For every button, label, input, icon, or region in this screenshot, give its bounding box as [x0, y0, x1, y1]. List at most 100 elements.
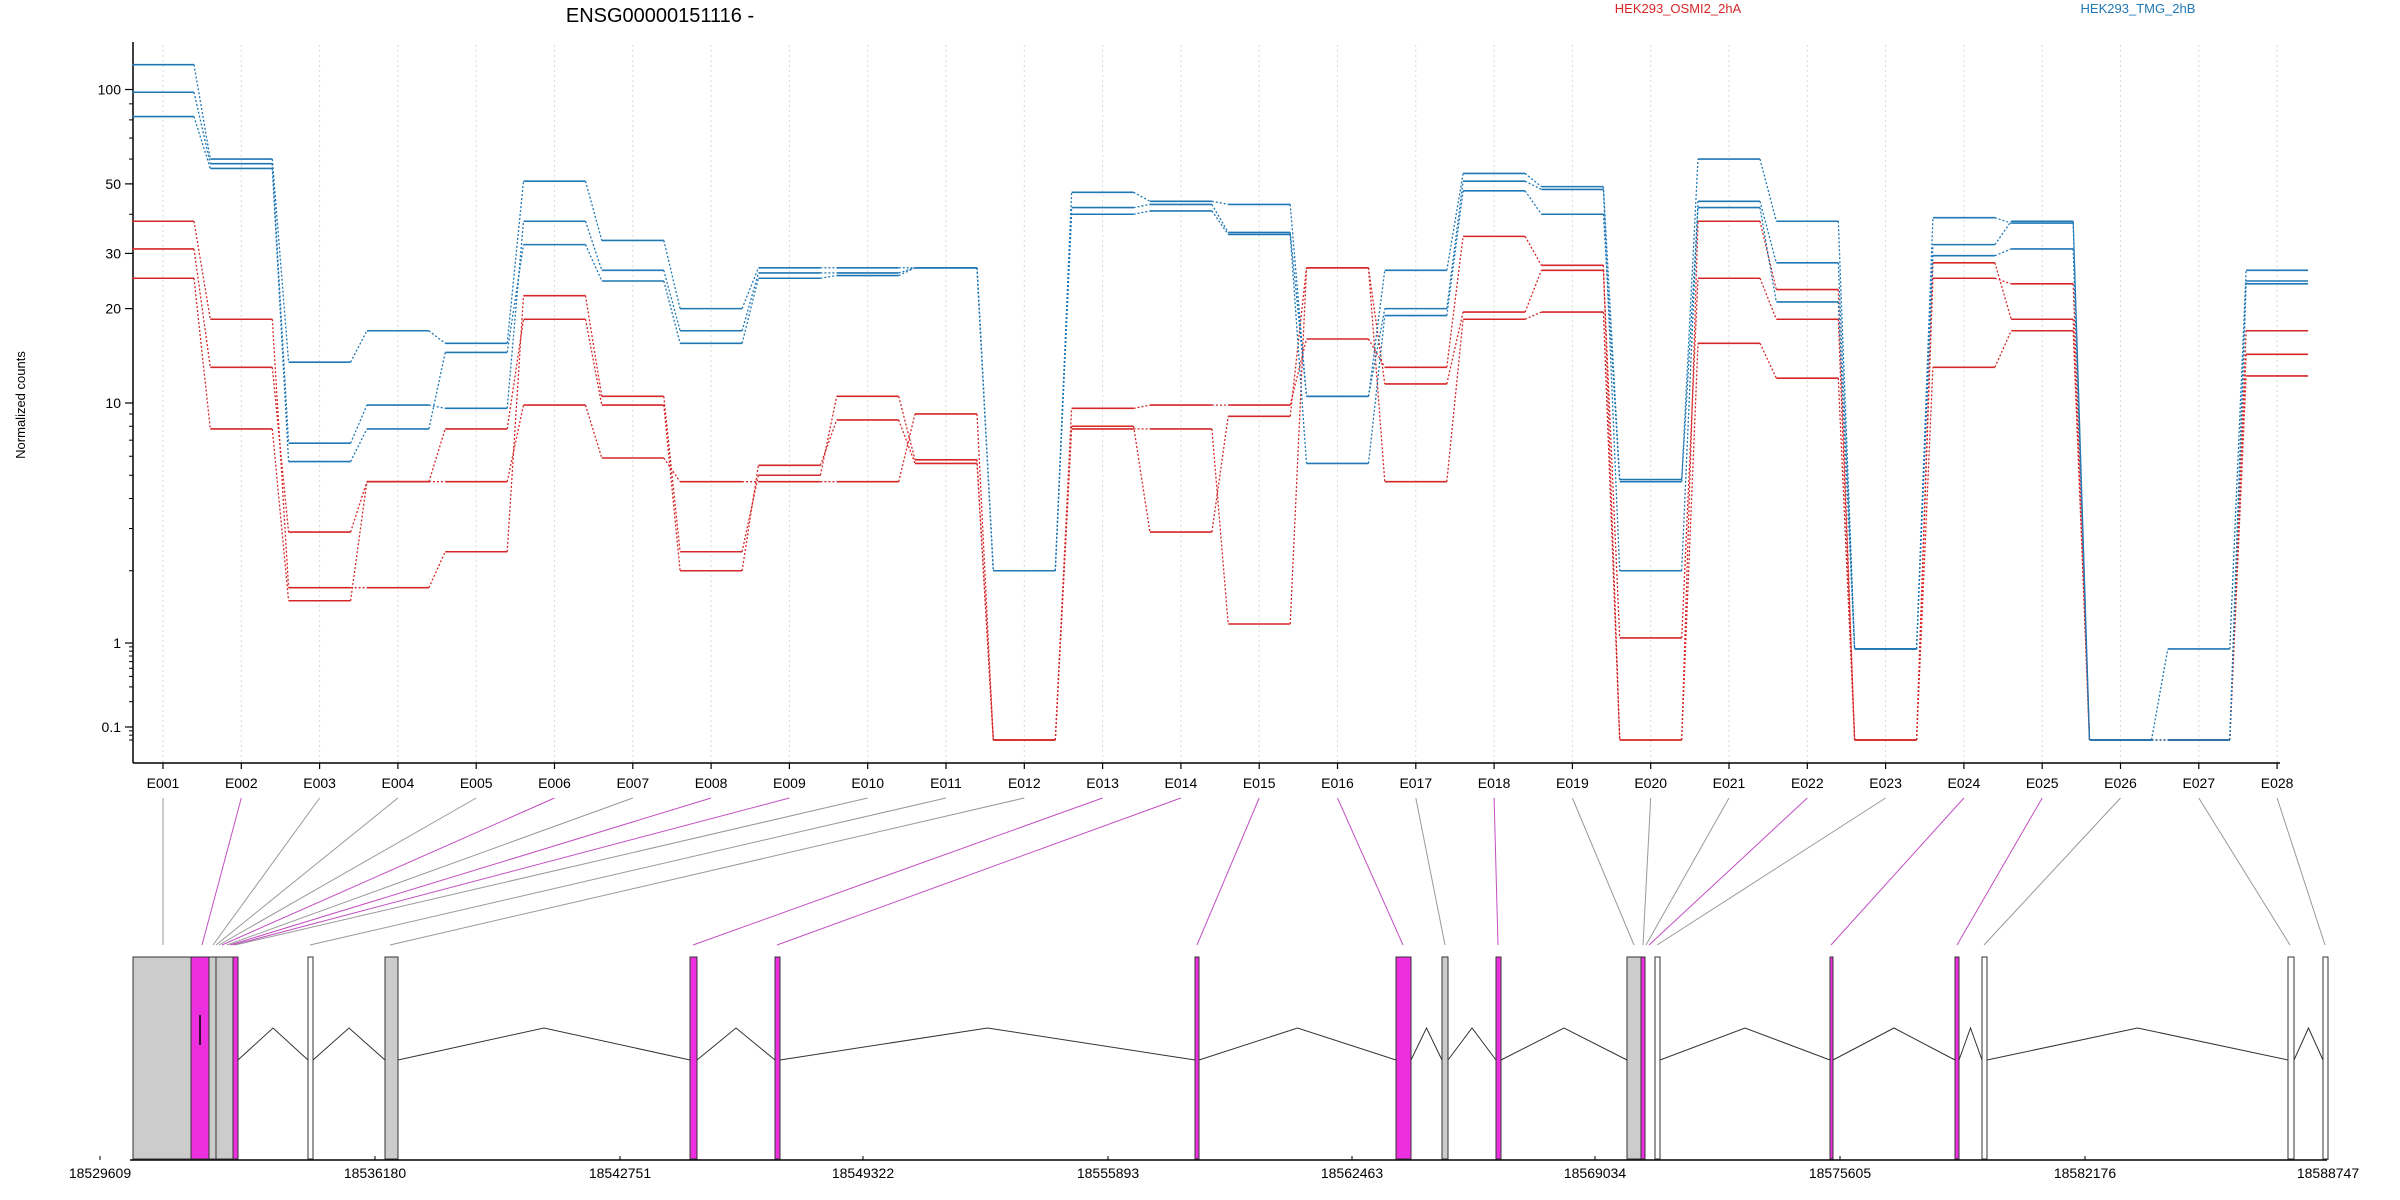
y-axis-label: Normalized counts: [13, 351, 28, 459]
series-connector: [1602, 214, 1621, 482]
genomic-tick-label: 18555893: [1077, 1165, 1140, 1181]
x-tick-label: E026: [2104, 775, 2137, 791]
series-connector: [1602, 312, 1621, 741]
axes: 0.1 1 10 20 30 50 100 E001 E002 E003 E004 E005 E006 E…: [98, 42, 2294, 791]
exon-connector: [1571, 797, 1635, 946]
series-connector: [193, 278, 211, 429]
series-connector: [1446, 311, 1464, 385]
series-connector: [976, 267, 994, 571]
x-tick-label: E023: [1869, 775, 1902, 791]
exon-box: [1495, 956, 1502, 1160]
series-connector: [428, 404, 446, 409]
series-connector: [741, 267, 760, 309]
series-connector: [193, 248, 211, 368]
series-connector: [1524, 180, 1542, 191]
series-connector: [1994, 262, 2012, 320]
exon-connector: [1830, 797, 1965, 946]
exon-box: [1441, 956, 1449, 1160]
exon-box: [215, 956, 234, 1160]
series-1: [132, 220, 2309, 741]
chart-title: ENSG00000151116 -: [566, 5, 754, 27]
x-tick-label: E002: [225, 775, 258, 791]
intron-line: [1500, 1027, 1628, 1061]
x-tick-label: E004: [382, 775, 415, 791]
y-tick-label: 20: [105, 301, 121, 317]
exon-box: [384, 956, 399, 1160]
series-connector: [1446, 181, 1464, 309]
series-connector: [1837, 289, 1856, 741]
series-connector: [193, 116, 211, 169]
series-connector: [1759, 278, 1777, 320]
exon-connector: [1656, 797, 1886, 946]
series-connector: [506, 404, 525, 482]
x-tick-label: E005: [460, 775, 493, 791]
x-tick-label: E009: [773, 775, 806, 791]
exon-box: [190, 956, 210, 1160]
series-connector: [741, 278, 760, 344]
series-connector: [1602, 270, 1621, 638]
series-connector: [1446, 236, 1464, 368]
series-connector: [1211, 210, 1229, 235]
exon-box: [1654, 956, 1661, 1160]
series-connector: [1446, 319, 1464, 482]
intron-line: [1198, 1027, 1397, 1061]
series-connector: [898, 267, 916, 274]
series-connector: [271, 319, 290, 588]
series-5: [132, 91, 2309, 741]
series-connector: [1681, 221, 1699, 741]
series-connector: [1602, 265, 1621, 741]
genomic-tick-label: 18536180: [344, 1165, 407, 1181]
x-tick-label: E024: [1948, 775, 1981, 791]
series-connector: [1367, 315, 1386, 464]
series-connector: [819, 419, 838, 466]
intron-line: [397, 1027, 691, 1061]
series-connector: [1681, 207, 1699, 482]
exon-box: [208, 956, 217, 1160]
series-connector: [1289, 338, 1308, 406]
series-connector: [193, 92, 211, 164]
series-connector: [271, 163, 290, 444]
y-tick-label: 0.1: [102, 719, 122, 735]
series-connector: [1367, 338, 1386, 368]
series-connector: [898, 396, 916, 460]
series-connector: [1446, 173, 1464, 271]
exon-connector: [776, 797, 1182, 946]
gene-model: 18529609 18536180 18542751 18549322 18555893…: [69, 956, 2359, 1181]
series-connector: [1054, 214, 1073, 571]
intron-line: [2293, 1026, 2324, 1061]
series-connector: [1759, 207, 1777, 303]
genomic-tick-label: 18575605: [1809, 1165, 1872, 1181]
intron-line: [1659, 1027, 1831, 1061]
y-tick-label: 10: [105, 395, 121, 411]
exon-connector: [1983, 797, 2121, 946]
exon-connector: [692, 797, 1103, 946]
series-connector: [741, 475, 760, 552]
x-tick-label: E007: [616, 775, 649, 791]
series-connector: [819, 396, 838, 476]
series-connector: [428, 428, 446, 482]
series-connector: [1211, 416, 1229, 533]
exon-box: [774, 956, 781, 1160]
series-connector: [1289, 267, 1308, 625]
series-connector: [1681, 343, 1699, 741]
series-connector: [741, 465, 760, 571]
series-connector: [1681, 278, 1699, 638]
grid-lines: [162, 45, 2278, 763]
exon-connector: [1642, 797, 1652, 946]
x-tick-label: E013: [1086, 775, 1119, 791]
exon-connector: [1337, 797, 1404, 946]
series-connector: [1367, 308, 1386, 397]
series-connector: [1054, 408, 1073, 741]
series-4: [132, 63, 2309, 741]
x-tick-label: E028: [2261, 775, 2294, 791]
series-connector: [1133, 210, 1151, 215]
series-connector: [350, 404, 368, 444]
series-connector: [1524, 172, 1542, 188]
exon-connector: [232, 797, 790, 946]
series-connector: [663, 396, 681, 552]
series-connector: [1367, 270, 1386, 397]
genomic-tick-label: 18542751: [589, 1165, 652, 1181]
series-connector: [428, 352, 446, 430]
series-connector: [976, 413, 994, 741]
